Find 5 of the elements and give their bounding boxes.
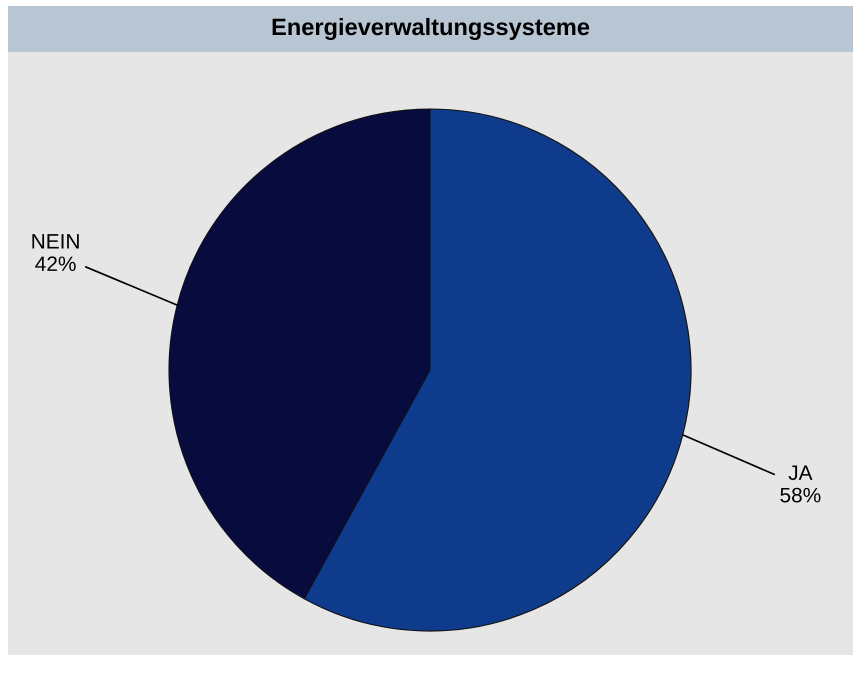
slice-label: JA — [788, 466, 812, 480]
chart-title: Energieverwaltungssysteme — [272, 18, 590, 40]
data-label: 58% — [780, 488, 820, 503]
slice-label: NEIN — [32, 234, 79, 248]
data-label: 42% — [35, 256, 76, 272]
